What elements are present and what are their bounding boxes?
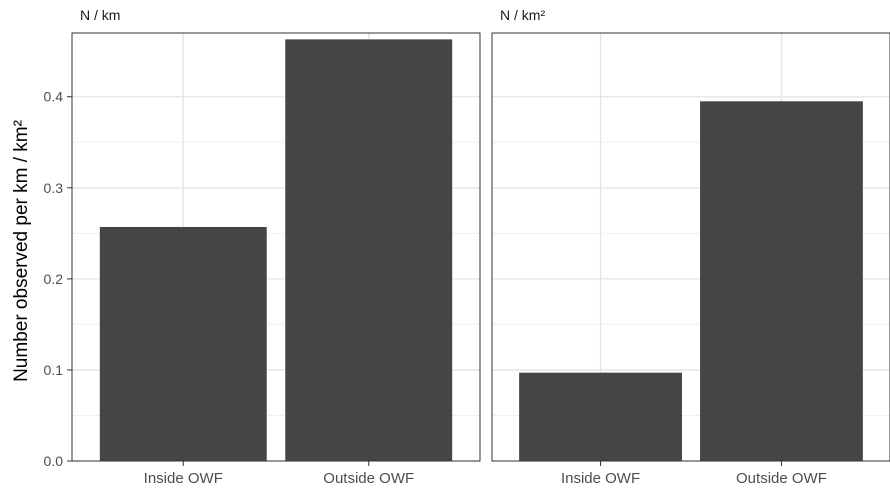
x-tick-label: Outside OWF bbox=[323, 470, 414, 487]
panel-title: N / km bbox=[80, 7, 120, 23]
bar-per-km2-inside-owf bbox=[519, 372, 682, 461]
x-tick-label: Inside OWF bbox=[144, 470, 223, 487]
x-tick-label: Outside OWF bbox=[736, 470, 827, 487]
y-tick-label: 0.3 bbox=[44, 180, 64, 196]
bar-per-km2-outside-owf bbox=[700, 101, 863, 461]
bar-per-km-inside-owf bbox=[99, 226, 267, 461]
y-tick-label: 0.1 bbox=[44, 362, 64, 378]
y-axis-title: Number observed per km / km² bbox=[11, 120, 32, 382]
x-tick-label: Inside OWF bbox=[561, 470, 640, 487]
y-tick-label: 0.0 bbox=[44, 453, 64, 469]
panel-border bbox=[71, 32, 481, 462]
y-tick-label: 0.2 bbox=[44, 271, 64, 287]
y-tick-label: 0.4 bbox=[44, 89, 64, 105]
bar-per-km-outside-owf bbox=[285, 39, 453, 461]
panel-title: N / km² bbox=[500, 7, 545, 23]
panel-border bbox=[491, 32, 890, 462]
